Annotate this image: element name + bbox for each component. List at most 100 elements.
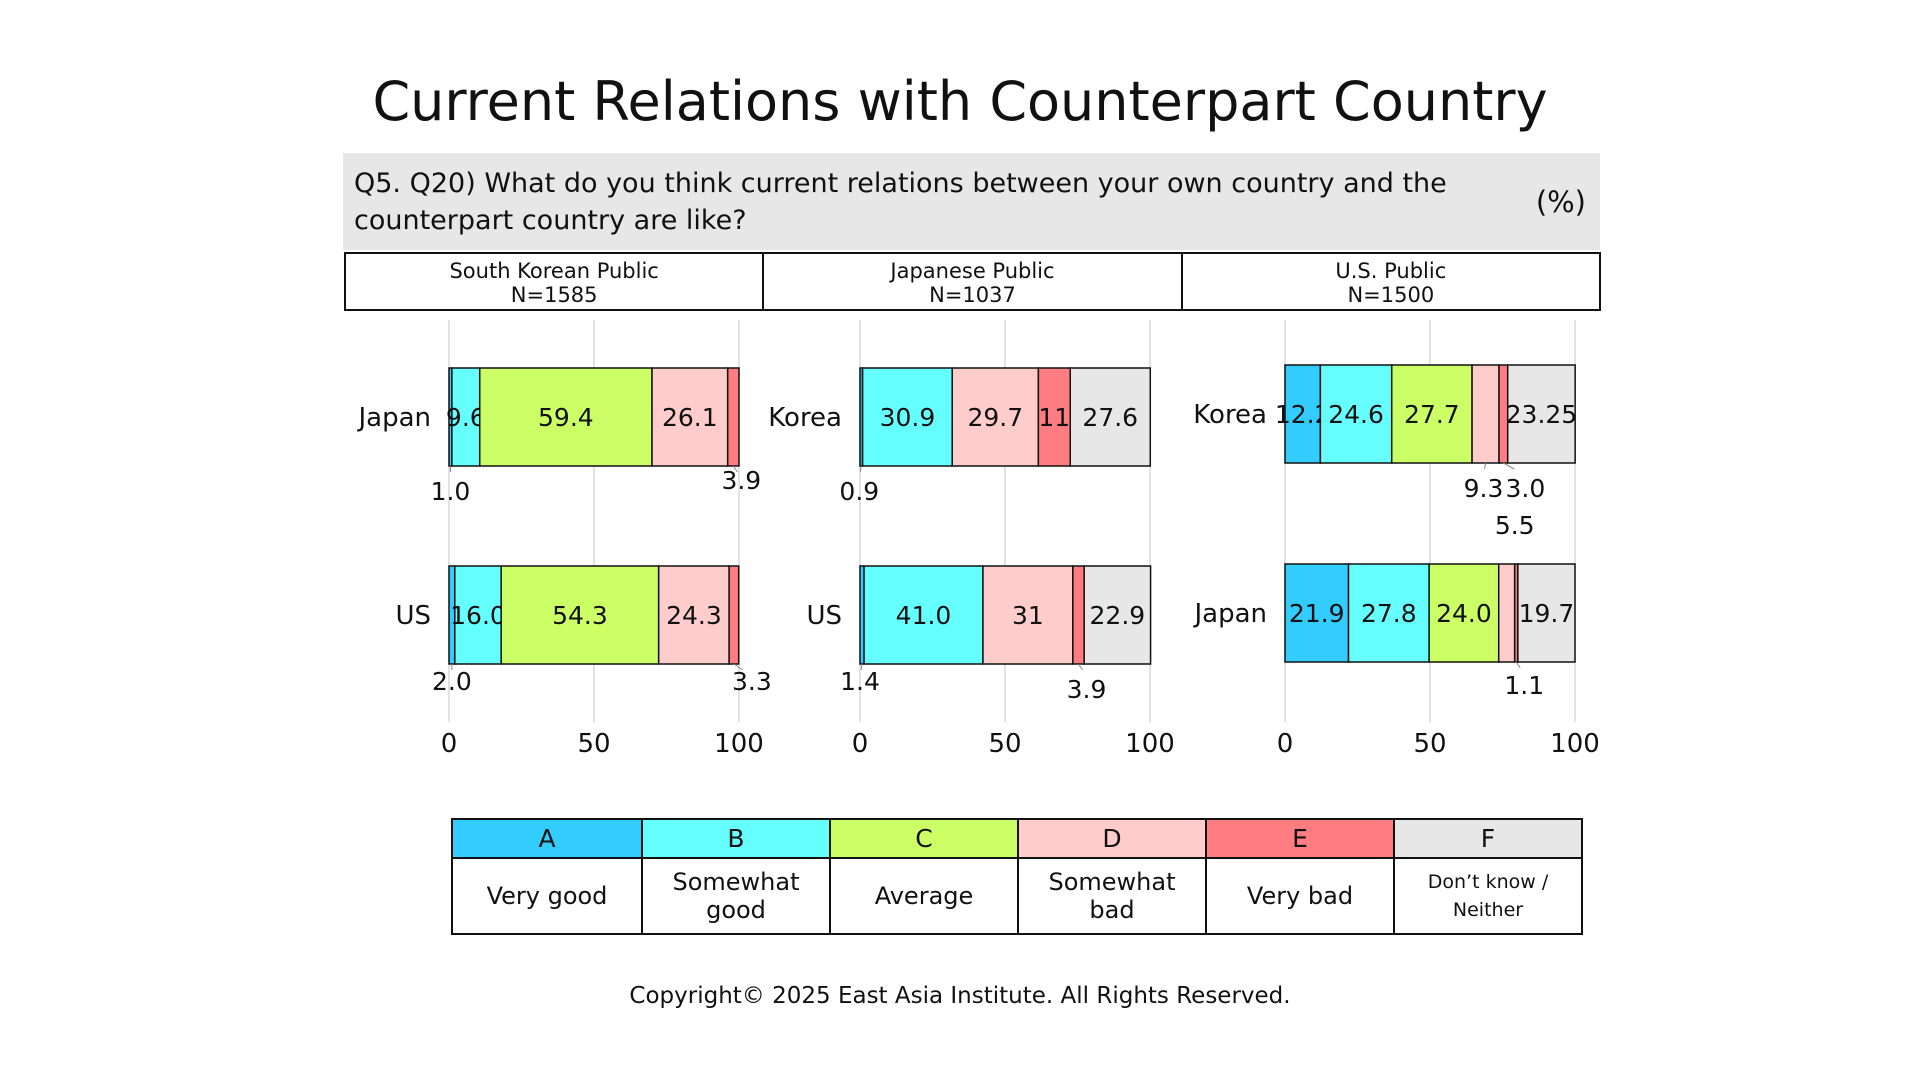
leader-line bbox=[1484, 462, 1487, 470]
legend-table: A B C D E F Very good Somewhat good Aver… bbox=[451, 818, 1583, 935]
data-label: 27.8 bbox=[1361, 599, 1417, 628]
data-label: 1.0 bbox=[431, 477, 471, 506]
x-tick-label: 50 bbox=[1413, 729, 1446, 759]
legend-code-b: B bbox=[641, 820, 829, 859]
data-label: 16.0 bbox=[450, 601, 506, 630]
data-label: 2.0 bbox=[432, 667, 472, 696]
bar-segment-b bbox=[1347, 563, 1430, 663]
data-label: 26.1 bbox=[662, 403, 718, 432]
bar-segment-d bbox=[1471, 364, 1500, 464]
leader-line bbox=[860, 663, 863, 671]
data-label: 1.1 bbox=[1504, 671, 1544, 700]
legend-code-e: E bbox=[1205, 820, 1393, 859]
data-label: 3.9 bbox=[721, 466, 761, 495]
legend-label-b: Somewhat good bbox=[641, 859, 829, 933]
data-label: 41.0 bbox=[896, 601, 952, 630]
x-tick-label: 100 bbox=[714, 729, 764, 759]
data-label: 22.9 bbox=[1090, 601, 1146, 630]
panel-title: Japanese Public bbox=[890, 259, 1055, 283]
legend-code-c: C bbox=[829, 820, 1017, 859]
bar-segment-d bbox=[651, 367, 729, 467]
data-label: 24.6 bbox=[1328, 400, 1384, 429]
data-label: 3.0 bbox=[1505, 474, 1545, 503]
data-label: 23.25 bbox=[1506, 400, 1578, 429]
panel-title: South Korean Public bbox=[449, 259, 659, 283]
category-label: Japan bbox=[356, 403, 431, 433]
data-label: 59.4 bbox=[538, 403, 594, 432]
bar-segment-c bbox=[478, 367, 653, 467]
data-label: 54.3 bbox=[552, 601, 608, 630]
legend-label-d: Somewhat bad bbox=[1017, 859, 1205, 933]
data-label: 19.7 bbox=[1519, 599, 1575, 628]
legend-label-a: Very good bbox=[486, 882, 608, 910]
leader-line bbox=[859, 465, 862, 473]
panel-title: U.S. Public bbox=[1335, 259, 1447, 283]
data-label: 27.7 bbox=[1404, 400, 1460, 429]
data-label: 11 bbox=[1038, 403, 1070, 432]
data-label: 0.9 bbox=[839, 477, 879, 506]
category-label: Japan bbox=[1192, 599, 1267, 629]
data-label: 1.4 bbox=[840, 667, 880, 696]
bar-segment-b bbox=[863, 565, 984, 665]
bar-segment-d bbox=[982, 565, 1074, 665]
legend-code-a: A bbox=[453, 820, 641, 859]
bar-segment-f bbox=[1069, 367, 1152, 467]
x-tick-label: 100 bbox=[1125, 729, 1175, 759]
data-label: 3.9 bbox=[1067, 675, 1107, 704]
leader-line bbox=[732, 465, 738, 473]
panel-header-us: U.S. Public N=1500 bbox=[1180, 254, 1599, 309]
legend-label-e: Very bad bbox=[1205, 859, 1393, 933]
unit-label: (%) bbox=[1535, 185, 1586, 219]
copyright-notice: Copyright© 2025 East Asia Institute. All… bbox=[629, 983, 1291, 1009]
leader-line bbox=[733, 663, 744, 671]
bar-segment-f bbox=[1506, 364, 1576, 464]
legend-label-f: Don’t know / Neither bbox=[1393, 859, 1581, 933]
x-tick-label: 100 bbox=[1550, 729, 1600, 759]
x-tick-label: 0 bbox=[852, 729, 869, 759]
legend-code-d: D bbox=[1017, 820, 1205, 859]
bar-segment-e bbox=[726, 367, 740, 467]
question-box: Q5. Q20) What do you think current relat… bbox=[343, 153, 1600, 250]
bar-segment-d bbox=[1497, 563, 1516, 663]
category-label: Korea bbox=[768, 403, 842, 433]
x-tick-label: 50 bbox=[988, 729, 1021, 759]
leader-line bbox=[1515, 661, 1521, 669]
bar-segment-b bbox=[454, 565, 502, 665]
data-label: 5.5 bbox=[1495, 511, 1535, 540]
panel-sample-size: N=1585 bbox=[510, 283, 598, 307]
bar-segment-f bbox=[1517, 563, 1576, 663]
bar-segment-a bbox=[1284, 563, 1350, 663]
bar-segment-f bbox=[1083, 565, 1152, 665]
chart-title: Current Relations with Counterpart Count… bbox=[372, 70, 1548, 133]
bar-segment-d bbox=[951, 367, 1040, 467]
category-label: US bbox=[395, 601, 431, 631]
data-label: 9.3 bbox=[1464, 474, 1504, 503]
panel-sample-size: N=1037 bbox=[929, 283, 1016, 307]
leader-line bbox=[1078, 663, 1083, 671]
legend-label-c: Average bbox=[829, 859, 1017, 933]
data-label: 31 bbox=[1012, 601, 1044, 630]
leader-line bbox=[1503, 462, 1515, 470]
bar-segment-e bbox=[728, 565, 740, 665]
legend-code-f: F bbox=[1393, 820, 1581, 859]
bar-segment-b bbox=[451, 367, 481, 467]
question-text: Q5. Q20) What do you think current relat… bbox=[354, 168, 1447, 236]
category-label: Korea bbox=[1193, 400, 1267, 430]
bar-segment-e bbox=[1037, 367, 1071, 467]
x-tick-label: 0 bbox=[441, 729, 458, 759]
x-tick-label: 50 bbox=[577, 729, 610, 759]
data-label: 24.0 bbox=[1436, 599, 1492, 628]
category-label: US bbox=[806, 601, 842, 631]
panel-header-korea: South Korean Public N=1585 bbox=[346, 254, 762, 309]
data-label: 27.6 bbox=[1082, 403, 1138, 432]
data-label: 29.7 bbox=[967, 403, 1023, 432]
data-label: 30.9 bbox=[880, 403, 936, 432]
data-label: 3.3 bbox=[732, 667, 772, 696]
bar-segment-c bbox=[1390, 364, 1473, 464]
panel-header-japan: Japanese Public N=1037 bbox=[762, 254, 1180, 309]
bar-segment-e bbox=[1072, 565, 1085, 665]
panel-header-row: South Korean Public N=1585 Japanese Publ… bbox=[344, 252, 1601, 311]
panel-sample-size: N=1500 bbox=[1347, 283, 1435, 307]
bar-segment-c bbox=[1428, 563, 1500, 663]
